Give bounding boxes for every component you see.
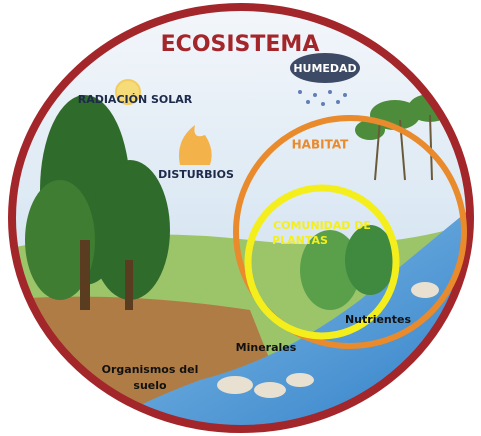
- habitat-label: HABITAT: [292, 138, 350, 152]
- scene: [0, 0, 481, 436]
- minerals-label: Minerales: [236, 341, 297, 354]
- solar-label: RADIACIÓN SOLAR: [78, 93, 193, 106]
- soil-organisms-label: Organismos del: [102, 363, 199, 376]
- community-label: PLANTAS: [272, 234, 328, 247]
- community-label: COMUNIDAD DE: [273, 219, 371, 232]
- soil-organisms-label: suelo: [133, 379, 167, 392]
- nutrients-label: Nutrientes: [345, 313, 412, 326]
- disturbances-label: DISTURBIOS: [158, 168, 234, 181]
- humidity-label: HUMEDAD: [293, 62, 356, 75]
- title: ECOSISTEMA: [161, 32, 320, 57]
- ecosystem-diagram: ECOSISTEMA RADIACIÓN SOLAR HUMEDAD DISTU…: [0, 0, 481, 436]
